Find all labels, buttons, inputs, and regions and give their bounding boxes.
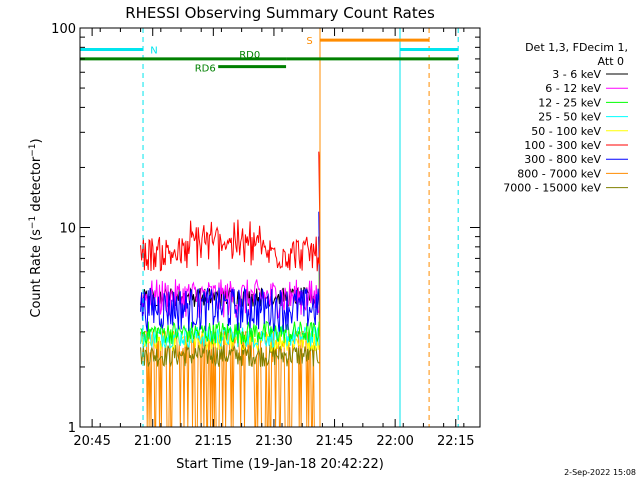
x-tick-label: 21:15 <box>195 434 232 449</box>
x-tick-label: 20:45 <box>73 434 110 449</box>
x-tick-label: 21:30 <box>255 434 292 449</box>
flag-label: RD6 <box>195 64 216 75</box>
axis-layer: 20:45 21:00 21:15 21:30 21:45 22:00 22:15 1 10 10… <box>51 22 480 449</box>
legend-entry-label: 3 - 6 keV <box>552 68 601 81</box>
legend-entry-label: 7000 - 15000 keV <box>503 182 601 195</box>
y-tick-label: 1 <box>68 421 76 436</box>
series-line <box>140 236 321 368</box>
y-axis-label-sup1: −1 <box>28 216 38 229</box>
y-axis-label: Count Rate (s−1 detector−1) <box>28 138 44 317</box>
flag-label: RD0 <box>239 50 260 61</box>
legend-header-line1: Det 1,3, FDecim 1, <box>525 41 628 54</box>
y-axis-label-main: Count Rate (s <box>29 229 44 318</box>
series-line <box>140 236 321 320</box>
legend-header-line2: Att 0 <box>598 55 624 68</box>
flag-label: S <box>306 36 312 47</box>
legend-entry-label: 100 - 300 keV <box>524 139 601 152</box>
series-line <box>140 236 321 345</box>
legend-entry-label: 6 - 12 keV <box>545 82 601 95</box>
footer-date: 2-Sep-2022 15:08 <box>564 468 636 477</box>
y-axis-label-end: ) <box>29 138 44 143</box>
x-tick-label: 21:00 <box>134 434 171 449</box>
series-line <box>140 236 321 349</box>
chart-title: RHESSI Observing Summary Count Rates <box>125 4 435 22</box>
y-tick-label: 100 <box>51 22 76 37</box>
series-line <box>140 151 321 272</box>
y-axis-label-mid: detector <box>29 156 44 216</box>
legend-entry-label: 50 - 100 keV <box>531 125 601 138</box>
legend-entry-label: 300 - 800 keV <box>524 153 601 166</box>
x-tick-label: 22:15 <box>437 434 474 449</box>
flag-label: N <box>150 46 157 57</box>
x-tick-label: 21:45 <box>316 434 353 449</box>
x-axis-label: Start Time (19-Jan-18 20:42:22) <box>176 457 384 472</box>
legend-entry-label: 25 - 50 keV <box>538 111 601 124</box>
legend-entry-label: 800 - 7000 keV <box>517 167 601 180</box>
y-axis-label-sup2: −1 <box>28 143 38 156</box>
y-tick-label: 10 <box>59 222 76 237</box>
series-line <box>140 211 321 332</box>
legend-entry-label: 12 - 25 keV <box>538 96 601 109</box>
x-tick-label: 22:00 <box>376 434 413 449</box>
